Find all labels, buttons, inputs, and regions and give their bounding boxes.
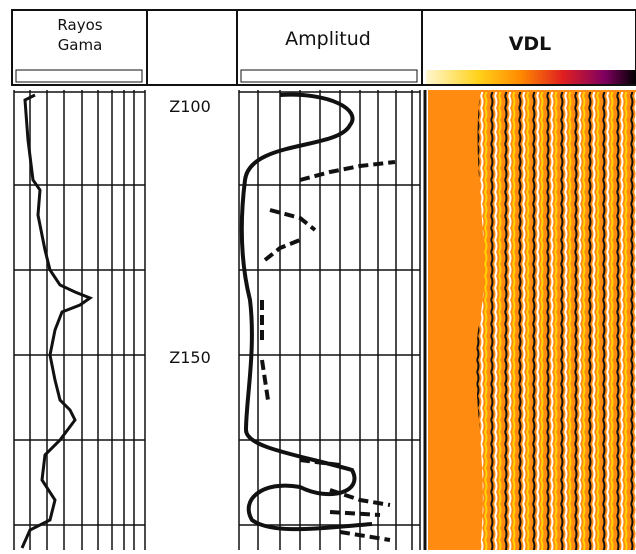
track-title: VDL: [509, 33, 552, 55]
color-bar: [426, 70, 636, 84]
track-title: Amplitud: [285, 28, 371, 50]
vdl-waveforms: [476, 92, 636, 550]
title-line: Rayos: [57, 16, 102, 34]
amplitude-curve: [239, 92, 373, 532]
header-frame: [11, 9, 636, 86]
gamma-curve: [20, 93, 94, 549]
scale-bar: [240, 69, 418, 83]
track-title: Rayos Gama: [57, 16, 102, 54]
scale-bar: [15, 69, 143, 83]
amplitude-grid: [238, 90, 421, 550]
header: Rayos Gama Amplitud VDL: [11, 9, 636, 86]
depth-label: Z100: [169, 97, 211, 116]
amplitude-secondary-curve: [260, 160, 396, 542]
depth-label: Z150: [169, 348, 211, 367]
title-line: Gama: [58, 36, 103, 54]
gamma-grid: [13, 90, 146, 550]
